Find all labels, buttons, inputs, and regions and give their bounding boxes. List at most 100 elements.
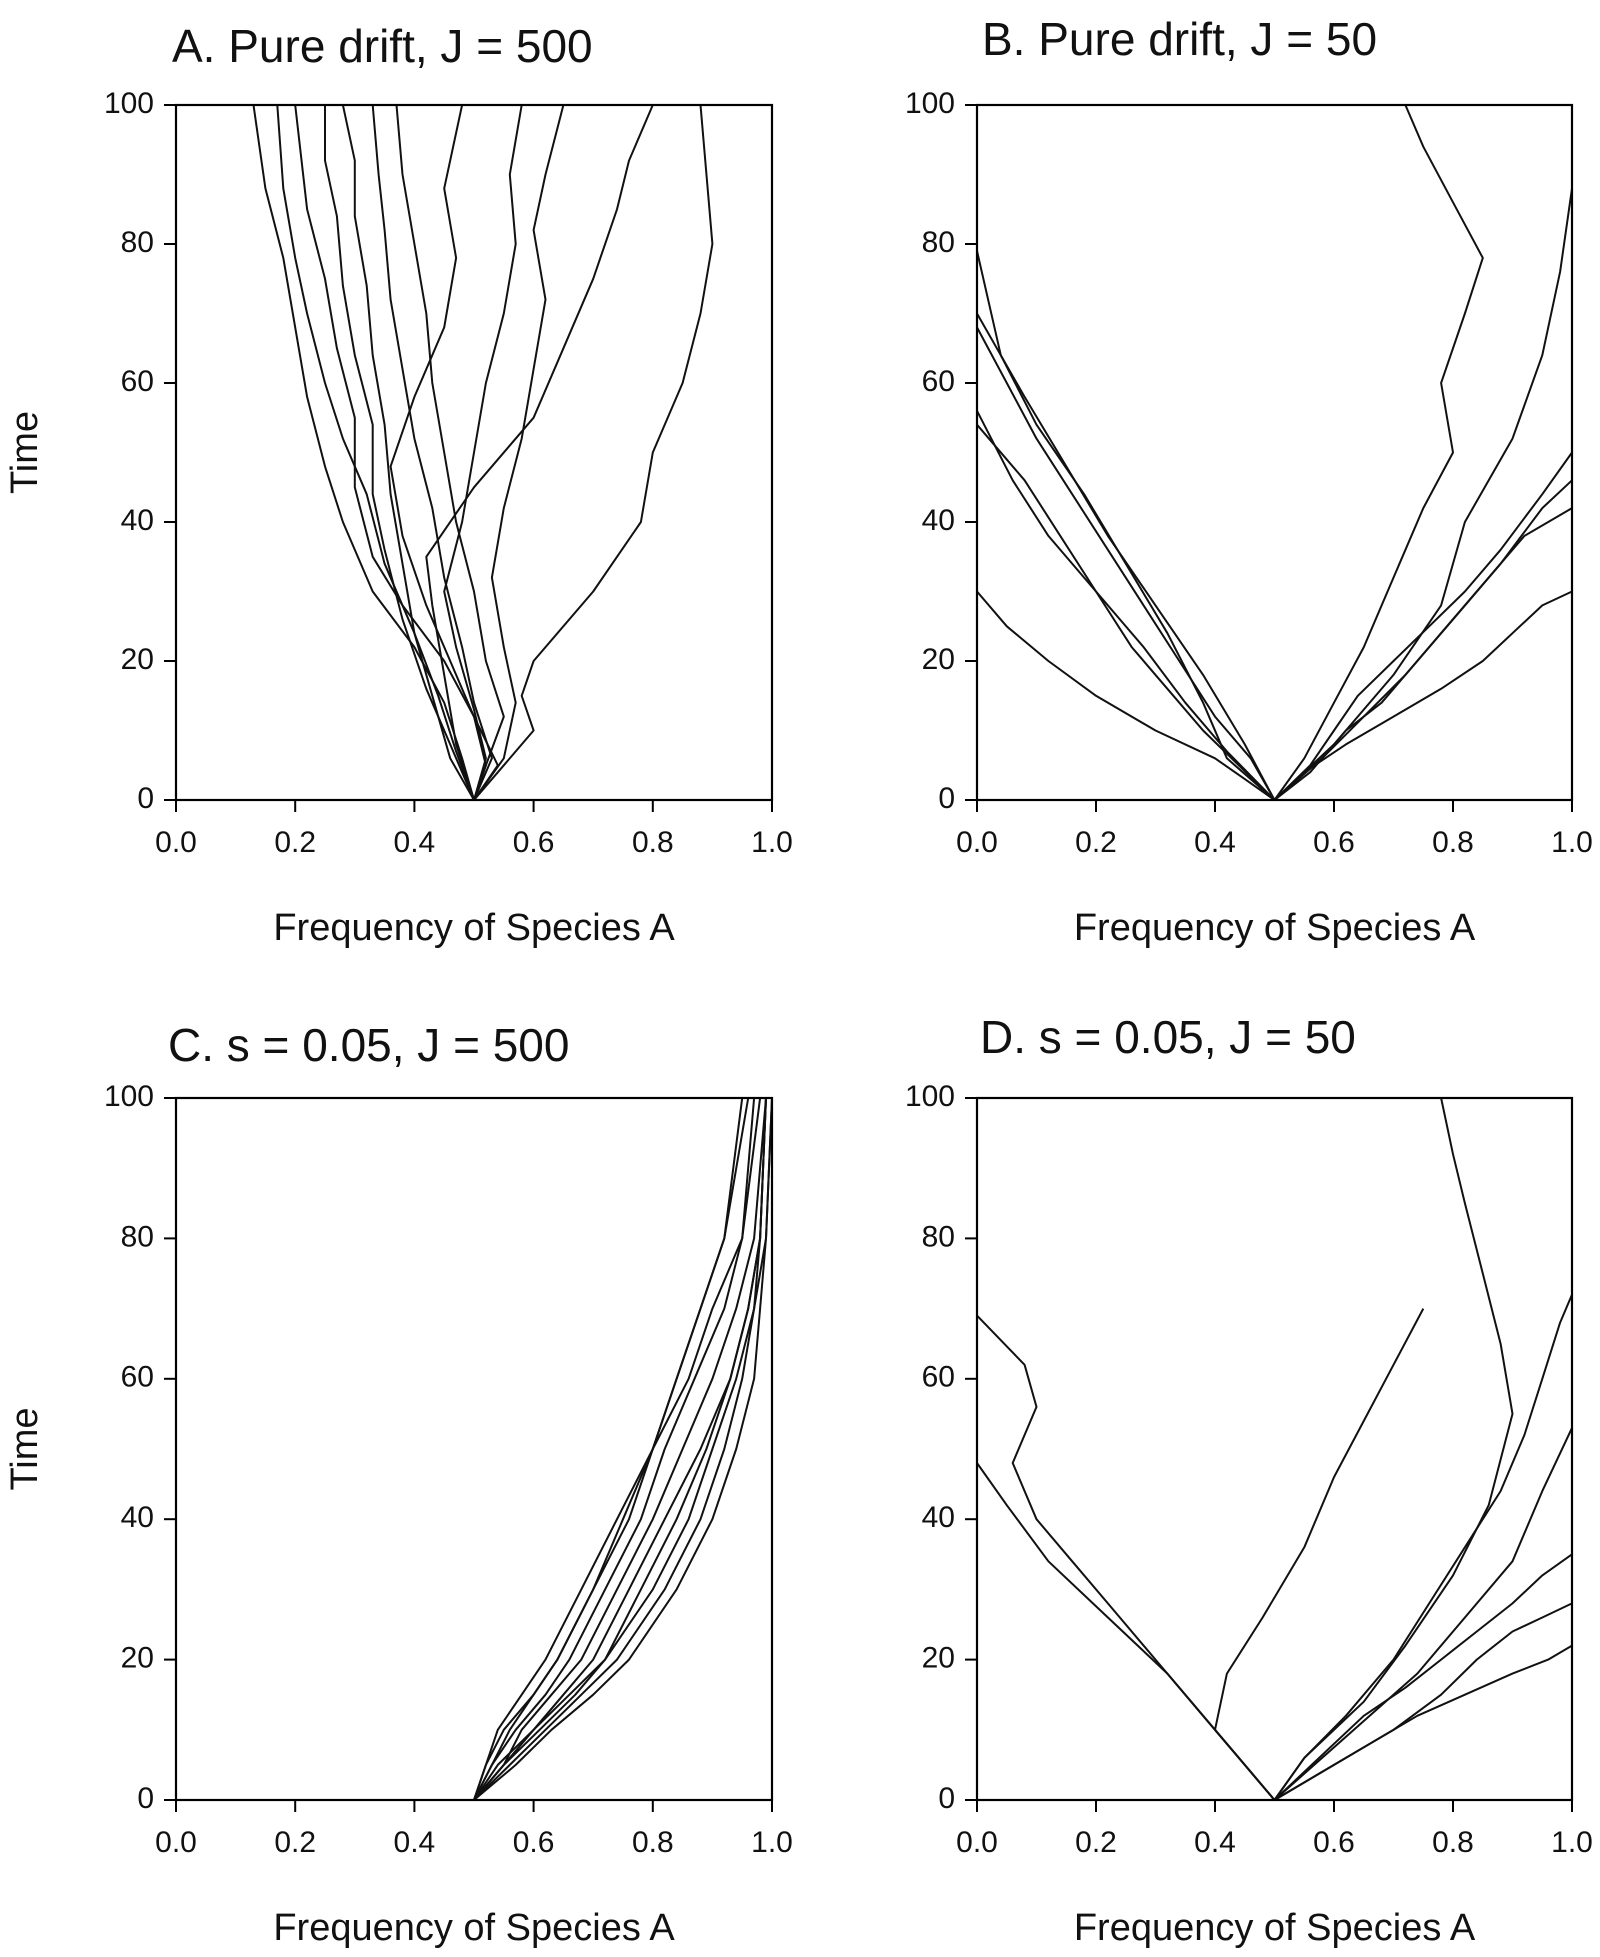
trajectory-line xyxy=(976,326,1276,801)
trajectory-line xyxy=(324,105,475,801)
x-tick-label: 0.8 xyxy=(1432,1826,1474,1859)
trajectory-line xyxy=(1273,1602,1573,1801)
trajectory-line xyxy=(473,104,714,801)
y-axis-label: Time xyxy=(4,1407,46,1490)
x-axis-label: Frequency of Species A xyxy=(1074,907,1476,949)
y-tick-label: 40 xyxy=(922,1501,955,1534)
x-tick-label: 1.0 xyxy=(1551,1826,1593,1859)
trajectory-line xyxy=(395,104,505,801)
trajectory-line xyxy=(371,104,493,801)
trajectory-line xyxy=(276,104,475,801)
x-tick-label: 0.2 xyxy=(274,826,316,859)
x-tick-label: 0.0 xyxy=(155,1826,197,1859)
chart-panel-3: D. s = 0.05, J = 50 0.0 0.2 0.4 0.6 0.8 1.0 0 20… xyxy=(905,1011,1593,1949)
trajectory-line xyxy=(252,104,475,801)
y-tick-label: 100 xyxy=(104,1080,154,1113)
y-tick-label: 20 xyxy=(922,1642,955,1675)
x-tick-label: 0.6 xyxy=(1313,1826,1355,1859)
chart-title: B. Pure drift, J = 50 xyxy=(982,13,1377,65)
x-tick-label: 0.8 xyxy=(632,1826,674,1859)
trajectory-line xyxy=(1273,590,1573,801)
x-tick-label: 0.8 xyxy=(1432,826,1474,859)
y-tick-label: 0 xyxy=(938,1782,955,1815)
plot-frame xyxy=(975,1096,1574,1802)
trajectory-line xyxy=(1273,1294,1573,1801)
x-tick-label: 0.6 xyxy=(513,826,555,859)
trajectory-line xyxy=(1273,104,1484,801)
trajectory-line xyxy=(473,1097,762,1801)
trajectory-line xyxy=(1273,507,1573,801)
y-tick-label: 100 xyxy=(905,1080,955,1113)
x-tick-label: 1.0 xyxy=(751,1826,793,1859)
y-tick-label: 80 xyxy=(922,1220,955,1253)
y-axis-label: Time xyxy=(4,411,46,494)
y-tick-label: 80 xyxy=(121,1220,154,1253)
trajectory-line xyxy=(1214,1308,1425,1801)
x-tick-label: 0.4 xyxy=(394,1826,436,1859)
x-tick-label: 0.4 xyxy=(1194,826,1236,859)
trajectory-line xyxy=(473,1097,756,1801)
x-tick-label: 0.0 xyxy=(956,1826,998,1859)
trajectory-line xyxy=(473,1097,767,1801)
x-tick-label: 0.2 xyxy=(1075,826,1117,859)
trajectory-line xyxy=(473,1097,773,1801)
trajectory-line xyxy=(1273,1553,1573,1801)
trajectory-line xyxy=(473,1097,767,1801)
x-axis-label: Frequency of Species A xyxy=(273,907,675,949)
trajectory-line xyxy=(425,104,654,801)
y-tick-label: 20 xyxy=(121,1642,154,1675)
trajectory-line xyxy=(976,250,1276,801)
y-tick-label: 40 xyxy=(121,1501,154,1534)
chart-title: A. Pure drift, J = 500 xyxy=(172,20,593,72)
y-tick-label: 80 xyxy=(922,226,955,259)
x-tick-label: 0.4 xyxy=(394,826,436,859)
y-tick-label: 60 xyxy=(121,1361,154,1394)
x-tick-label: 0.8 xyxy=(632,826,674,859)
y-tick-label: 60 xyxy=(922,365,955,398)
trajectory-line xyxy=(1273,451,1573,801)
trajectory-line xyxy=(294,104,487,801)
x-tick-label: 0.6 xyxy=(1313,826,1355,859)
trajectory-line xyxy=(1273,188,1573,801)
x-tick-label: 0.0 xyxy=(155,826,197,859)
y-tick-label: 100 xyxy=(905,87,955,120)
trajectory-line xyxy=(341,104,475,801)
x-tick-label: 0.0 xyxy=(956,826,998,859)
y-tick-label: 40 xyxy=(121,504,154,537)
trajectory-line xyxy=(1273,1427,1573,1801)
y-tick-label: 0 xyxy=(137,1782,154,1815)
trajectory-line xyxy=(473,1097,744,1801)
x-tick-label: 0.6 xyxy=(513,1826,555,1859)
y-tick-label: 0 xyxy=(938,782,955,815)
x-tick-label: 1.0 xyxy=(1551,826,1593,859)
chart-panel-1: B. Pure drift, J = 50 0.0 0.2 0.4 0.6 0.8 1.0 0… xyxy=(905,13,1593,949)
trajectory-line xyxy=(1273,1097,1514,1801)
trajectory-line xyxy=(443,104,523,801)
chart-title: C. s = 0.05, J = 500 xyxy=(168,1019,569,1071)
trajectory-line xyxy=(976,424,1276,801)
trajectory-line xyxy=(976,410,1276,801)
trajectory-line xyxy=(473,1097,767,1801)
trajectory-line xyxy=(976,590,1276,801)
x-axis-label: Frequency of Species A xyxy=(273,1907,675,1949)
plot-frame xyxy=(174,103,774,802)
x-axis-label: Frequency of Species A xyxy=(1074,1907,1476,1949)
trajectory-line xyxy=(976,1314,1276,1801)
x-tick-label: 0.2 xyxy=(274,1826,316,1859)
trajectory-line xyxy=(473,1097,767,1801)
y-tick-label: 80 xyxy=(121,226,154,259)
chart-panel-2: C. s = 0.05, J = 500 0.0 0.2 0.4 0.6 0.8 1.0 0 2… xyxy=(4,1019,793,1949)
x-tick-label: 1.0 xyxy=(751,826,793,859)
trajectory-line xyxy=(976,1462,1276,1801)
plot-frame xyxy=(975,103,1574,802)
y-tick-label: 60 xyxy=(121,365,154,398)
y-tick-label: 100 xyxy=(104,87,154,120)
x-tick-label: 0.4 xyxy=(1194,1826,1236,1859)
y-tick-label: 20 xyxy=(121,643,154,676)
chart-title: D. s = 0.05, J = 50 xyxy=(980,1011,1356,1063)
x-tick-label: 0.2 xyxy=(1075,1826,1117,1859)
y-tick-label: 20 xyxy=(922,643,955,676)
trajectory-line xyxy=(473,104,565,801)
trajectory-line xyxy=(976,313,1276,801)
